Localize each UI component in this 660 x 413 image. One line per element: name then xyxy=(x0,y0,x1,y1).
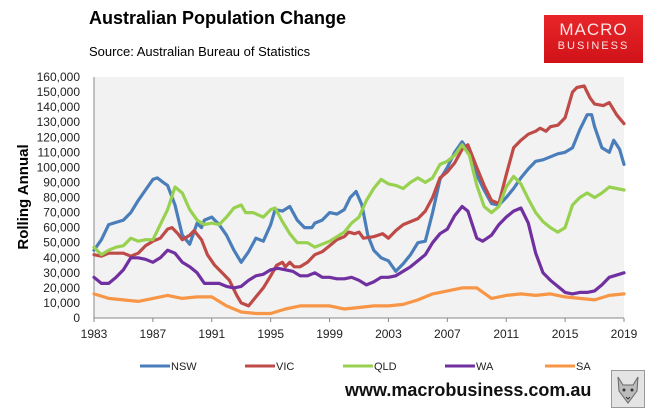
y-tick-label: 50,000 xyxy=(43,236,80,250)
y-tick-label: 130,000 xyxy=(37,115,81,129)
macrobusiness-logo: MACRO BUSINESS xyxy=(544,15,643,63)
y-tick-label: 40,000 xyxy=(43,251,80,265)
y-tick-label: 20,000 xyxy=(43,281,80,295)
x-tick-label: 2019 xyxy=(611,327,638,341)
series-line-qld xyxy=(92,143,626,257)
website-url[interactable]: www.macrobusiness.com.au xyxy=(345,380,592,400)
legend-label-nsw: NSW xyxy=(171,361,197,373)
series-line-sa xyxy=(92,286,626,316)
legend-label-sa: SA xyxy=(576,361,591,373)
y-tick-label: 100,000 xyxy=(37,160,81,174)
series-line-nsw xyxy=(92,113,626,273)
y-tick-label: 80,000 xyxy=(43,191,80,205)
y-tick-label: 70,000 xyxy=(43,206,80,220)
x-tick-label: 1995 xyxy=(257,327,284,341)
y-tick-label: 0 xyxy=(73,311,80,325)
logo-line-2: BUSINESS xyxy=(557,40,630,52)
chart-source: Source: Australian Bureau of Statistics xyxy=(89,44,311,59)
legend-label-vic: VIC xyxy=(276,361,294,373)
y-tick-label: 30,000 xyxy=(43,266,80,280)
x-tick-label: 2003 xyxy=(375,327,402,341)
wolf-logo-icon xyxy=(611,370,645,408)
x-tick-label: 2007 xyxy=(434,327,461,341)
y-tick-label: 160,000 xyxy=(37,70,81,84)
x-tick-label: 1983 xyxy=(81,327,108,341)
y-tick-label: 140,000 xyxy=(37,100,81,114)
y-tick-label: 90,000 xyxy=(43,175,80,189)
y-tick-label: 110,000 xyxy=(38,145,81,159)
legend: NSW VIC QLD WA SA xyxy=(140,361,591,373)
x-tick-label: 2015 xyxy=(552,327,579,341)
y-axis-label: Rolling Annual xyxy=(15,144,32,249)
x-tick-label: 1987 xyxy=(140,327,167,341)
chart-title: Australian Population Change xyxy=(89,8,347,28)
y-tick-label: 10,000 xyxy=(43,296,80,310)
y-tick-label: 150,000 xyxy=(37,85,81,99)
x-tick-label: 1999 xyxy=(316,327,343,341)
y-tick-label: 60,000 xyxy=(43,221,80,235)
series-line-wa xyxy=(92,204,626,296)
x-tick-label: 2011 xyxy=(493,327,519,341)
legend-label-qld: QLD xyxy=(374,361,397,373)
x-tick-label: 1991 xyxy=(198,327,225,341)
legend-label-wa: WA xyxy=(476,361,494,373)
y-tick-label: 120,000 xyxy=(37,130,81,144)
logo-line-1: MACRO xyxy=(559,20,628,39)
series-line-vic xyxy=(92,84,626,308)
